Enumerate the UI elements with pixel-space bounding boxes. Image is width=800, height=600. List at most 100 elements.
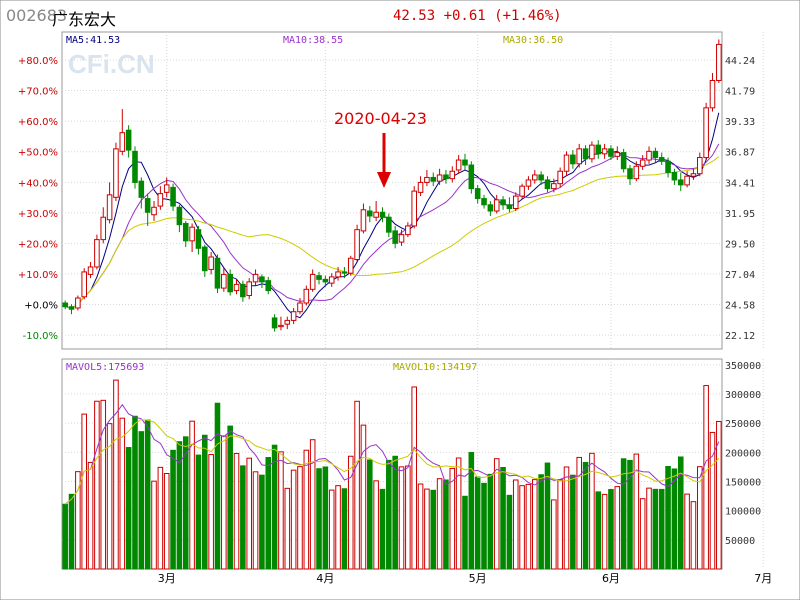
volume-bar xyxy=(125,447,132,570)
volume-bar xyxy=(576,456,582,570)
percent-tick-label: -10.0% xyxy=(23,331,58,342)
mavol5-line xyxy=(64,403,720,505)
candle xyxy=(405,222,411,238)
volume-bar xyxy=(170,449,176,570)
candle xyxy=(449,166,456,183)
volume-bar xyxy=(62,503,68,570)
volume-bar xyxy=(144,419,151,570)
price-tick-label: 39.33 xyxy=(725,117,755,128)
volume-bar xyxy=(633,453,640,570)
candle xyxy=(373,201,379,221)
volume-bar xyxy=(690,501,697,570)
candle xyxy=(227,269,233,296)
volume-bar xyxy=(297,466,303,570)
candle xyxy=(582,145,589,166)
candle xyxy=(493,194,500,214)
volume-bar xyxy=(163,473,170,570)
candle xyxy=(119,109,126,156)
volume-bar xyxy=(563,466,570,570)
volume-bar xyxy=(455,457,462,570)
candle xyxy=(665,157,671,178)
candle xyxy=(290,307,297,325)
volume-bar xyxy=(462,495,468,570)
volume-bar xyxy=(182,436,189,570)
candle xyxy=(436,168,443,185)
volume-bar xyxy=(138,431,145,570)
volume-bar xyxy=(519,485,525,570)
month-tick-label: 3月 xyxy=(158,572,176,585)
candle xyxy=(328,273,335,287)
volume-bar xyxy=(214,402,221,570)
stock-code: 002683 xyxy=(6,6,68,25)
candle xyxy=(595,140,602,159)
annotation-arrow xyxy=(377,133,391,188)
candle xyxy=(601,143,608,159)
candle xyxy=(68,304,75,315)
price-tick-label: 34.41 xyxy=(725,178,755,189)
candle xyxy=(481,194,487,209)
volume-bar xyxy=(468,451,475,570)
volume-bar xyxy=(430,489,437,570)
volume-bar xyxy=(379,488,386,570)
volume-bar xyxy=(195,454,202,570)
candle xyxy=(557,167,563,188)
volume-bar xyxy=(677,456,684,570)
candle xyxy=(646,146,652,164)
candle xyxy=(81,268,87,300)
candle xyxy=(347,255,354,276)
candle xyxy=(94,234,100,270)
watermark: CFi.CN xyxy=(68,49,155,79)
volume-bar xyxy=(81,413,87,570)
volume-bar xyxy=(87,461,94,570)
volume-tick-label: 250000 xyxy=(725,419,761,430)
volume-bar xyxy=(100,399,107,570)
volume-bar xyxy=(341,488,348,570)
volume-bar xyxy=(627,459,633,570)
volume-bar xyxy=(658,488,665,570)
candle xyxy=(138,177,145,209)
price-gridlines xyxy=(62,32,764,569)
volume-bar xyxy=(360,424,367,570)
volume-bar xyxy=(703,385,709,570)
volume-tick-label: 100000 xyxy=(725,507,761,518)
candle xyxy=(309,269,316,292)
percent-tick-label: +40.0% xyxy=(18,178,58,189)
candle xyxy=(208,252,214,275)
candle xyxy=(113,142,119,202)
volume-bar xyxy=(709,431,716,570)
candle xyxy=(525,176,532,190)
candle xyxy=(335,266,341,281)
candle xyxy=(284,316,291,330)
candle xyxy=(132,146,138,189)
volume-bar xyxy=(424,488,430,570)
candle xyxy=(75,295,81,311)
percent-tick-label: +50.0% xyxy=(18,148,58,159)
volume-bar xyxy=(227,425,233,570)
volume-bar xyxy=(189,420,195,570)
candle xyxy=(430,172,437,187)
ma30-line xyxy=(65,156,720,309)
candle xyxy=(214,254,221,294)
volume-bar xyxy=(716,420,722,570)
volume-bar xyxy=(525,483,532,570)
candle xyxy=(170,183,176,212)
volume-panel-frame xyxy=(61,358,723,570)
percent-tick-label: +0.0% xyxy=(24,300,58,311)
price-tick-label: 29.50 xyxy=(725,239,755,250)
candle xyxy=(195,225,202,255)
volume-bar xyxy=(601,493,608,570)
volume-bar xyxy=(157,466,164,570)
volume-bar xyxy=(487,473,494,570)
candle xyxy=(144,193,151,226)
volume-tick-label: 50000 xyxy=(725,536,755,547)
volume-bar xyxy=(646,487,652,570)
candle xyxy=(240,280,246,302)
volume-bar xyxy=(417,483,424,570)
candle xyxy=(551,178,557,193)
price-tick-label: 41.79 xyxy=(725,87,755,98)
volume-bar xyxy=(436,478,443,570)
volume-bar xyxy=(570,474,576,570)
mavol10-label: MAVOL10:134197 xyxy=(393,362,477,373)
candle xyxy=(639,155,646,170)
volume-moving-averages xyxy=(64,403,720,505)
